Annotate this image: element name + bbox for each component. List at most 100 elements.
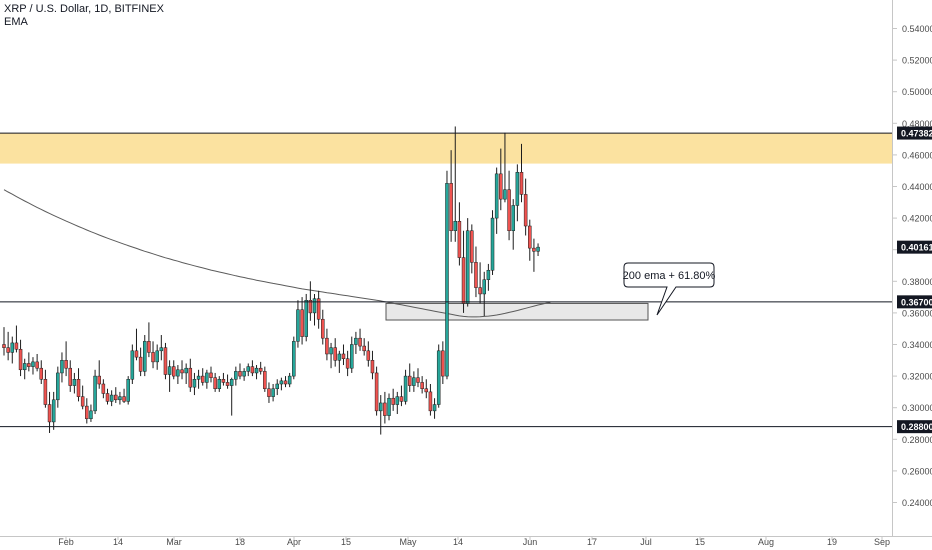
candle (391, 388, 395, 411)
candle (6, 331, 10, 361)
candle-body (246, 366, 251, 372)
time-axis[interactable]: Feb 14 Mar 18 Apr 15 May 14 Jun 17 Jul 15 Aug 19 Sep (58, 537, 890, 547)
candle-body (80, 396, 85, 407)
candle-body (39, 367, 44, 380)
candle-body (6, 347, 10, 353)
candle-body (101, 383, 106, 394)
candle (316, 290, 321, 329)
candle (312, 293, 317, 326)
candle (499, 148, 503, 211)
candle-body (267, 388, 271, 397)
candle-body (494, 173, 499, 219)
candle-body (56, 372, 60, 401)
price-label-bg (897, 420, 932, 434)
price-labels: 0.47382 0.40161 0.36700 0.28800 (897, 126, 932, 434)
candle (126, 376, 130, 405)
candle (341, 344, 346, 366)
candle-body (407, 375, 412, 386)
candle-body (519, 172, 524, 195)
y-tick-label: 0.46000 (902, 150, 932, 160)
candle-body (31, 361, 35, 367)
candle-body (250, 366, 255, 374)
candle (287, 372, 292, 388)
candle (14, 325, 19, 353)
price-label-bg (897, 240, 932, 254)
candle-body (176, 369, 180, 377)
candle (412, 371, 416, 392)
candle (523, 178, 528, 236)
x-tick-label: 14 (113, 537, 123, 547)
candle-body (225, 382, 230, 386)
candle (263, 366, 267, 392)
candle-body (325, 337, 329, 355)
candle-body (383, 402, 387, 416)
candle-body (358, 337, 362, 347)
candle-body (213, 377, 217, 389)
candle (97, 360, 101, 389)
annotation-callout[interactable]: 200 ema + 61.80% (623, 262, 716, 316)
candle-body (420, 382, 424, 389)
y-tick-label: 0.54000 (902, 24, 932, 34)
candle-body (118, 396, 122, 401)
candle-body (441, 350, 445, 377)
candle-body (432, 404, 437, 412)
y-tick-label: 0.42000 (902, 214, 932, 224)
candle-body (528, 225, 532, 249)
candle-body (287, 375, 292, 385)
candle-body (64, 360, 68, 369)
x-tick-label: 18 (235, 537, 245, 547)
candle (532, 238, 536, 272)
candle-body (271, 388, 275, 397)
candle (64, 341, 68, 377)
candle (515, 164, 520, 222)
candle (461, 230, 466, 313)
candle-body (283, 380, 288, 385)
candle-body (395, 396, 400, 405)
candle-body (345, 358, 350, 369)
ema-line (3, 189, 551, 318)
candle (246, 363, 251, 377)
candle-body (10, 342, 15, 353)
candle (304, 293, 308, 342)
candle-body (279, 380, 284, 385)
candle (275, 379, 279, 396)
candle-body (337, 353, 342, 361)
candle-body (457, 221, 462, 258)
candle (213, 372, 217, 392)
candle-body (275, 383, 279, 389)
candle-body (449, 183, 453, 231)
ema-layer (3, 189, 551, 318)
candle (180, 360, 184, 380)
candle (511, 199, 515, 250)
candle (486, 263, 491, 291)
candle-body (167, 366, 172, 375)
candle (47, 391, 52, 433)
y-tick-label: 0.24000 (902, 498, 932, 508)
price-label: 0.47382 (897, 126, 932, 140)
candle-body (474, 262, 478, 288)
candle (151, 341, 155, 369)
y-tick-label: 0.34000 (902, 340, 932, 350)
candle (300, 297, 304, 345)
y-tick-label: 0.36000 (902, 308, 932, 318)
candle (167, 360, 172, 392)
candle-body (209, 372, 213, 378)
resistance-zone (0, 133, 892, 164)
candle-body (93, 375, 97, 412)
candle (85, 398, 89, 424)
candle (68, 360, 72, 392)
candle (470, 224, 474, 274)
candle (27, 352, 31, 372)
candle-body (453, 221, 458, 231)
candle (122, 388, 126, 403)
candle (159, 335, 164, 361)
candle (329, 342, 333, 369)
candle (10, 336, 15, 364)
price-axis[interactable]: 0.54000 0.52000 0.50000 0.48000 0.46000 0.440… (893, 24, 932, 508)
candle-body (428, 391, 433, 412)
candle-body (333, 347, 337, 361)
x-tick-label: 17 (587, 537, 597, 547)
candle (76, 368, 81, 402)
candle-body (109, 394, 114, 402)
